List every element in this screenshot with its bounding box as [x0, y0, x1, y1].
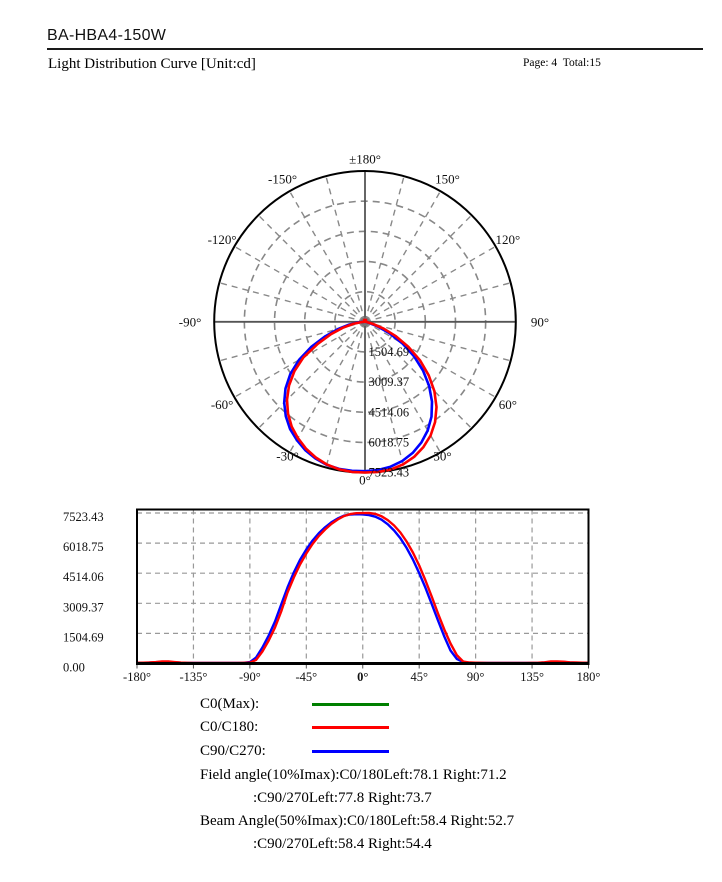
cart-x-tick-label: -90°	[239, 670, 261, 684]
cart-x-tick-label: 180°	[577, 670, 601, 684]
cart-x-tick-label: 135°	[520, 670, 544, 684]
cart-x-tick-label: 90°	[467, 670, 485, 684]
cart-x-tick-label: -135°	[179, 670, 207, 684]
polar-angle-label: 0°	[359, 472, 371, 487]
polar-angle-label: -120°	[208, 232, 237, 247]
polar-angle-label: -60°	[211, 397, 234, 412]
cart-y-tick-label: 1504.69	[63, 630, 104, 644]
beam-angle-line-1: Beam Angle(50%Imax):C0/180Left:58.4 Righ…	[200, 813, 515, 829]
polar-angle-label: -90°	[179, 314, 202, 329]
polar-ring-label: 4514.06	[369, 405, 410, 419]
polar-angle-label: ±180°	[349, 151, 381, 166]
cart-y-tick-label: 4514.06	[63, 570, 104, 584]
polar-spoke	[364, 321, 405, 468]
legend-label: C0/C180:	[200, 719, 259, 735]
legend-item-c0max: C0(Max):	[200, 696, 500, 713]
section-title: Light Distribution Curve [Unit:cd]	[48, 56, 256, 72]
polar-angle-label: 30°	[433, 449, 451, 464]
cart-y-tick-label: 0.00	[63, 661, 85, 675]
cart-y-tick-label: 3009.37	[63, 600, 104, 614]
polar-spoke	[288, 321, 366, 453]
polar-angle-label: 120°	[496, 232, 521, 247]
cart-x-tick-label: -45°	[295, 670, 317, 684]
polar-spoke	[234, 245, 366, 323]
polar-spoke	[257, 214, 366, 323]
cartesian-chart: -180° -135° -90° -45° 0° 45° 90° 135° 180° 7523.4…	[63, 508, 601, 684]
cart-y-tick-label: 7523.43	[63, 510, 104, 524]
polar-spoke	[288, 190, 366, 323]
polar-spoke	[257, 321, 366, 429]
cart-x-tick-label: 0°	[357, 670, 368, 684]
polar-spoke	[364, 321, 511, 362]
legend-label: C90/C270:	[200, 743, 266, 759]
polar-spoke	[364, 175, 405, 322]
polar-angle-label: 90°	[531, 314, 549, 329]
legend-line-red	[312, 726, 389, 729]
legend-item-c90c270: C90/C270:	[200, 743, 500, 760]
page-indicator: Page: 4 Total:15	[523, 57, 601, 69]
polar-spoke	[364, 321, 496, 398]
polar-spoke	[364, 245, 496, 323]
polar-spoke	[364, 282, 511, 323]
field-angle-line-1: Field angle(10%Imax):C0/180Left:78.1 Rig…	[200, 767, 507, 783]
polar-spoke	[364, 321, 473, 429]
polar-chart: ±180° -150° 150° -120° 120° -90° 90° -60° 60° -30…	[179, 151, 549, 487]
cart-x-tick-label: 45°	[410, 670, 428, 684]
beam-angle-line-2: :C90/270Left:58.4 Right:54.4	[253, 836, 432, 852]
polar-angle-label: 150°	[435, 171, 460, 186]
legend-item-c0c180: C0/C180:	[200, 719, 500, 736]
polar-ring-label: 7523.43	[369, 466, 410, 480]
polar-ring-label: 6018.75	[369, 435, 410, 449]
polar-spoke	[325, 175, 366, 322]
polar-spoke	[234, 321, 366, 398]
polar-angle-label: -30°	[276, 449, 299, 464]
polar-spoke	[364, 214, 473, 323]
legend-line-blue	[312, 750, 389, 753]
title-underline	[47, 48, 703, 50]
polar-spoke	[219, 282, 366, 323]
polar-angle-label: 60°	[499, 397, 517, 412]
polar-spoke	[325, 321, 366, 468]
cart-x-tick-label: -180°	[123, 670, 151, 684]
polar-angle-label: -150°	[268, 171, 297, 186]
legend-label: C0(Max):	[200, 696, 260, 712]
polar-curve-c0-c180	[285, 318, 438, 474]
field-angle-line-2: :C90/270Left:77.8 Right:73.7	[253, 790, 432, 806]
cart-y-tick-label: 6018.75	[63, 540, 104, 554]
polar-ring-label: 1504.69	[369, 345, 410, 359]
page-title: BA-HBA4-150W	[47, 27, 167, 44]
legend-line-green	[312, 703, 389, 706]
polar-spoke	[364, 190, 442, 323]
polar-ring-label: 3009.37	[369, 375, 410, 389]
